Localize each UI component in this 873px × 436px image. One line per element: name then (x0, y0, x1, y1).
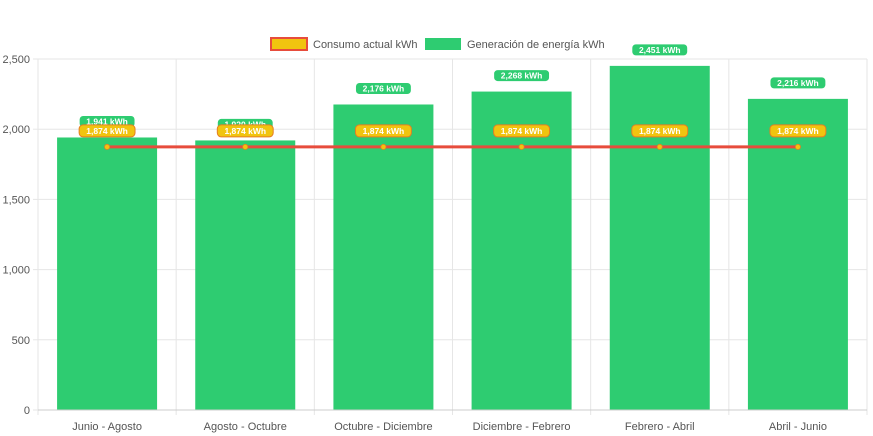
x-tick-label: Octubre - Diciembre (334, 421, 432, 433)
legend-label-consumo: Consumo actual kWh (313, 39, 418, 51)
y-tick-label: 500 (12, 335, 30, 347)
data-label-generacion: 2,176 kWh (354, 81, 412, 95)
point-consumo (104, 143, 111, 150)
bar-generacion (333, 104, 434, 411)
data-label-consumo-box (216, 124, 274, 138)
data-label-consumo: 1,874 kWh (78, 124, 136, 138)
point-consumo (794, 143, 801, 150)
point-consumo (242, 143, 249, 150)
data-label-generacion-box (354, 81, 412, 95)
data-label-consumo-text: 1,874 kWh (363, 126, 405, 136)
data-label-consumo-text: 1,874 kWh (639, 126, 681, 136)
point-consumo (656, 143, 663, 150)
data-label-consumo-box (769, 124, 827, 138)
point-consumo (518, 143, 525, 150)
x-tick-label: Agosto - Octubre (204, 421, 287, 433)
bar-generacion (57, 137, 158, 411)
point-consumo (380, 143, 387, 150)
legend-label-generacion: Generación de energía kWh (467, 39, 605, 51)
data-label-generacion-text: 2,176 kWh (363, 83, 405, 93)
legend-item-generacion: Generación de energía kWh (425, 38, 605, 51)
data-label-generacion-text: 2,216 kWh (777, 78, 819, 88)
grid-layer (33, 58, 868, 415)
y-tick-label: 2,000 (2, 124, 30, 136)
axis-layer: 0 500 1,000 1,500 2,000 2,500 Junio - Agosto Ag… (2, 54, 867, 433)
data-label-consumo-text: 1,874 kWh (86, 126, 128, 136)
data-label-generacion: 2,451 kWh (631, 43, 689, 57)
data-label-consumo-box (354, 124, 412, 138)
data-label-generacion-box (631, 43, 689, 57)
legend: Consumo actual kWh Generación de energía … (270, 37, 605, 51)
data-label-consumo-text: 1,874 kWh (777, 126, 819, 136)
bars-layer (57, 65, 848, 411)
data-label-generacion-text: 2,268 kWh (501, 71, 543, 81)
bar-generacion (195, 140, 296, 410)
data-label-consumo-text: 1,874 kWh (224, 126, 266, 136)
data-label-generacion-box (493, 69, 551, 83)
data-label-consumo-box (78, 124, 136, 138)
data-label-consumo-box (493, 124, 551, 138)
y-tick-label: 2,500 (2, 54, 30, 66)
x-tick-label: Febrero - Abril (625, 421, 695, 433)
data-label-consumo: 1,874 kWh (769, 124, 827, 138)
data-label-consumo: 1,874 kWh (354, 124, 412, 138)
legend-swatch-generacion (425, 38, 461, 50)
data-label-generacion: 2,216 kWh (769, 76, 827, 90)
bar-generacion (471, 91, 572, 410)
legend-swatch-consumo (270, 37, 308, 51)
data-label-consumo: 1,874 kWh (216, 124, 274, 138)
data-label-consumo-text: 1,874 kWh (501, 126, 543, 136)
y-tick-label: 1,000 (2, 265, 30, 277)
data-label-generacion-box (769, 76, 827, 90)
bar-generacion (609, 65, 710, 410)
bar-generacion (747, 98, 848, 410)
line-layer (104, 143, 801, 150)
data-label-generacion-text: 2,451 kWh (639, 45, 681, 55)
data-label-consumo-box (631, 124, 689, 138)
legend-item-consumo: Consumo actual kWh (270, 37, 418, 51)
x-tick-label: Abril - Junio (769, 421, 827, 433)
data-label-consumo: 1,874 kWh (631, 124, 689, 138)
x-tick-label: Diciembre - Febrero (473, 421, 571, 433)
y-tick-label: 1,500 (2, 194, 30, 206)
y-tick-label: 0 (24, 405, 30, 417)
data-label-generacion: 2,268 kWh (493, 69, 551, 83)
data-label-consumo: 1,874 kWh (493, 124, 551, 138)
x-tick-label: Junio - Agosto (72, 421, 142, 433)
data-label-generacion-text: 1,941 kWh (86, 116, 128, 126)
